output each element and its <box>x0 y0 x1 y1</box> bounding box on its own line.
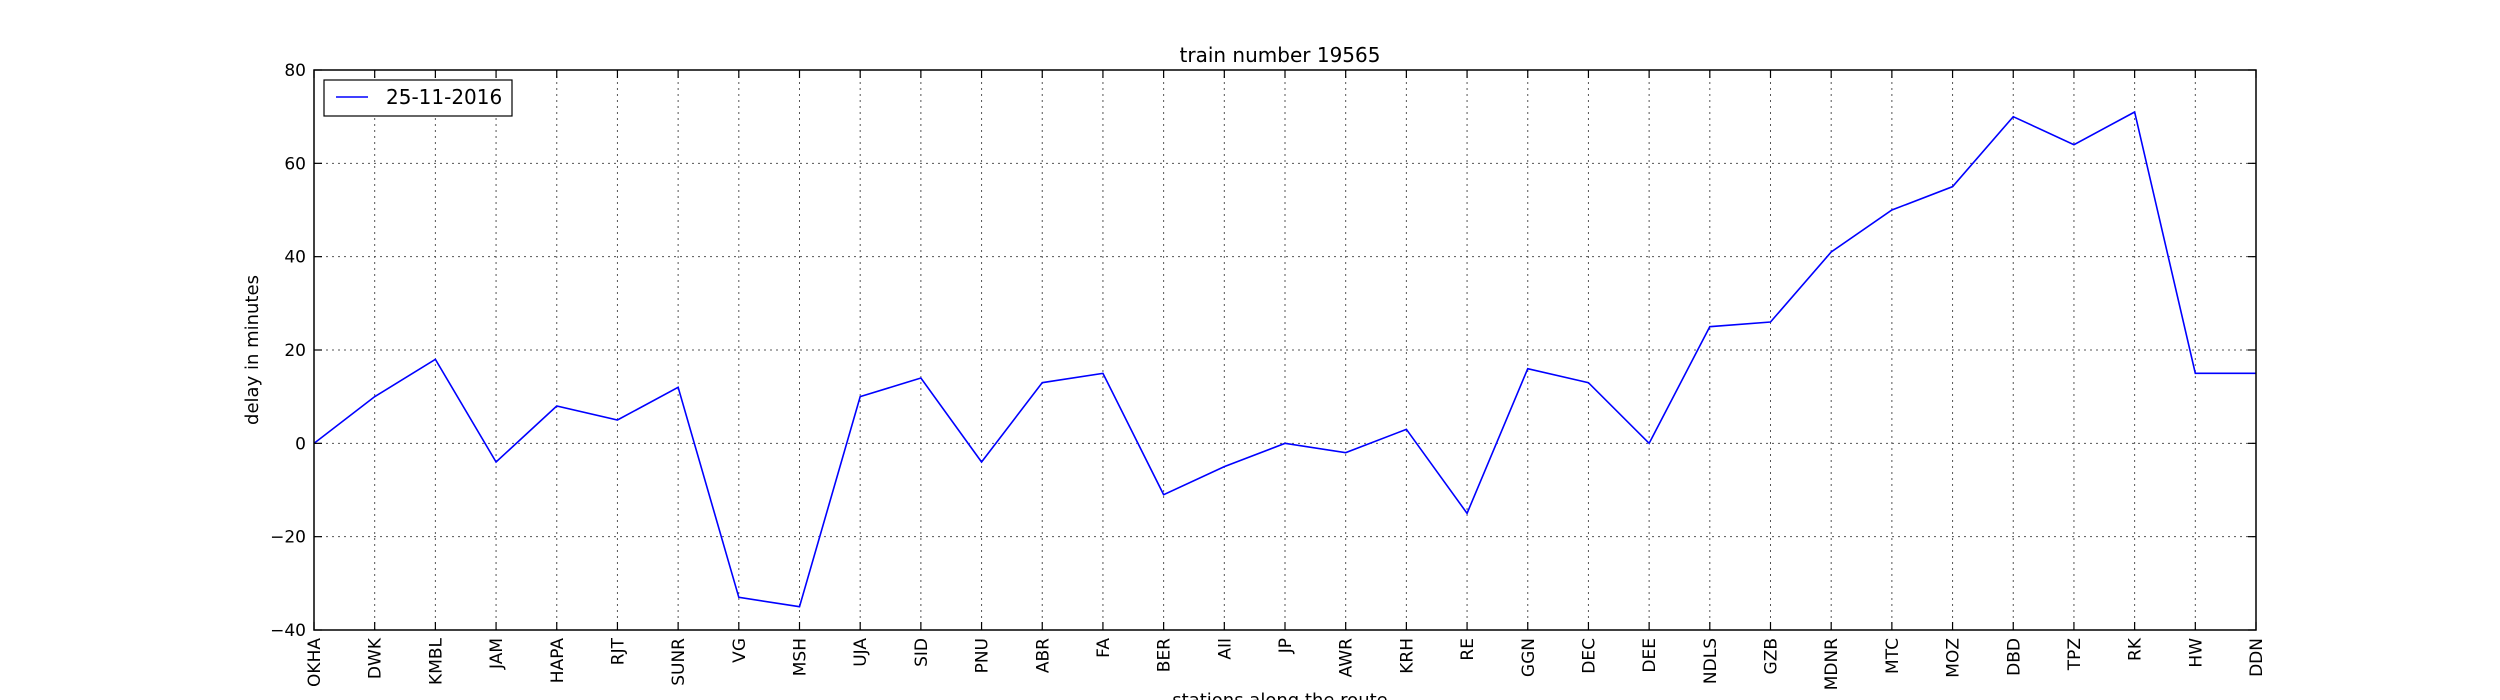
y-tick-label: −40 <box>270 621 306 641</box>
y-tick-label: 40 <box>284 248 306 268</box>
x-tick-label: AII <box>1215 638 1235 660</box>
x-tick-label: PNU <box>973 638 993 673</box>
x-tick-label: UJA <box>851 638 871 667</box>
legend: 25-11-2016 <box>323 79 513 117</box>
x-tick-label: SUNR <box>669 638 689 686</box>
x-tick-label: HAPA <box>548 638 568 684</box>
legend-box <box>323 79 513 117</box>
x-tick-label: NDLS <box>1701 638 1721 684</box>
y-tick-label: 80 <box>284 61 306 81</box>
y-tick-label: 60 <box>284 154 306 174</box>
grid-layer <box>314 70 2256 630</box>
x-tick-label: GZB <box>1762 638 1782 674</box>
x-tick-label: VG <box>730 638 750 663</box>
series-line <box>313 110 2256 608</box>
label-layer: −40 −20 0 20 40 60 80 OKHA DWK KMBL JAM HAPA RJT SUNR… <box>270 61 2267 690</box>
y-tick-label: 20 <box>284 341 306 361</box>
x-tick-label: DEC <box>1579 638 1599 674</box>
x-tick-label: MOZ <box>1944 638 1964 678</box>
x-tick-label: HW <box>2186 638 2206 668</box>
x-tick-label: DDN <box>2247 638 2267 677</box>
x-tick-label: DWK <box>366 637 386 679</box>
y-axis-title: delay in minutes <box>242 275 263 425</box>
x-tick-label: OKHA <box>305 638 325 687</box>
x-tick-label: GGN <box>1519 638 1539 677</box>
x-tick-label: MDNR <box>1822 638 1842 690</box>
x-tick-label: BER <box>1155 638 1175 672</box>
x-tick-label: ABR <box>1033 638 1053 673</box>
legend-label: 25-11-2016 <box>386 85 502 109</box>
x-tick-label: FA <box>1094 638 1114 658</box>
x-tick-label: TPZ <box>2065 638 2085 671</box>
x-tick-label: AWR <box>1337 638 1357 678</box>
x-tick-label: SID <box>912 638 932 667</box>
x-tick-label: KRH <box>1397 638 1417 674</box>
x-tick-label: RK <box>2126 637 2146 661</box>
chart-title: train number 19565 <box>1180 43 1381 67</box>
y-tick-label: 0 <box>295 434 306 454</box>
x-tick-label: KMBL <box>426 637 446 684</box>
x-tick-label: RE <box>1458 638 1478 661</box>
x-tick-label: JAM <box>487 638 507 670</box>
x-tick-label: DEE <box>1640 638 1660 673</box>
x-tick-label: MSH <box>791 638 811 676</box>
x-tick-label: JP <box>1276 638 1296 654</box>
series-layer <box>313 110 2256 608</box>
x-tick-label: DBD <box>2004 638 2024 676</box>
y-tick-label: −20 <box>270 528 306 548</box>
x-tick-label: MTC <box>1883 638 1903 674</box>
x-tick-label: RJT <box>608 637 628 665</box>
tick-layer <box>313 69 2257 631</box>
x-axis-title: stations along the route <box>1172 690 1387 700</box>
